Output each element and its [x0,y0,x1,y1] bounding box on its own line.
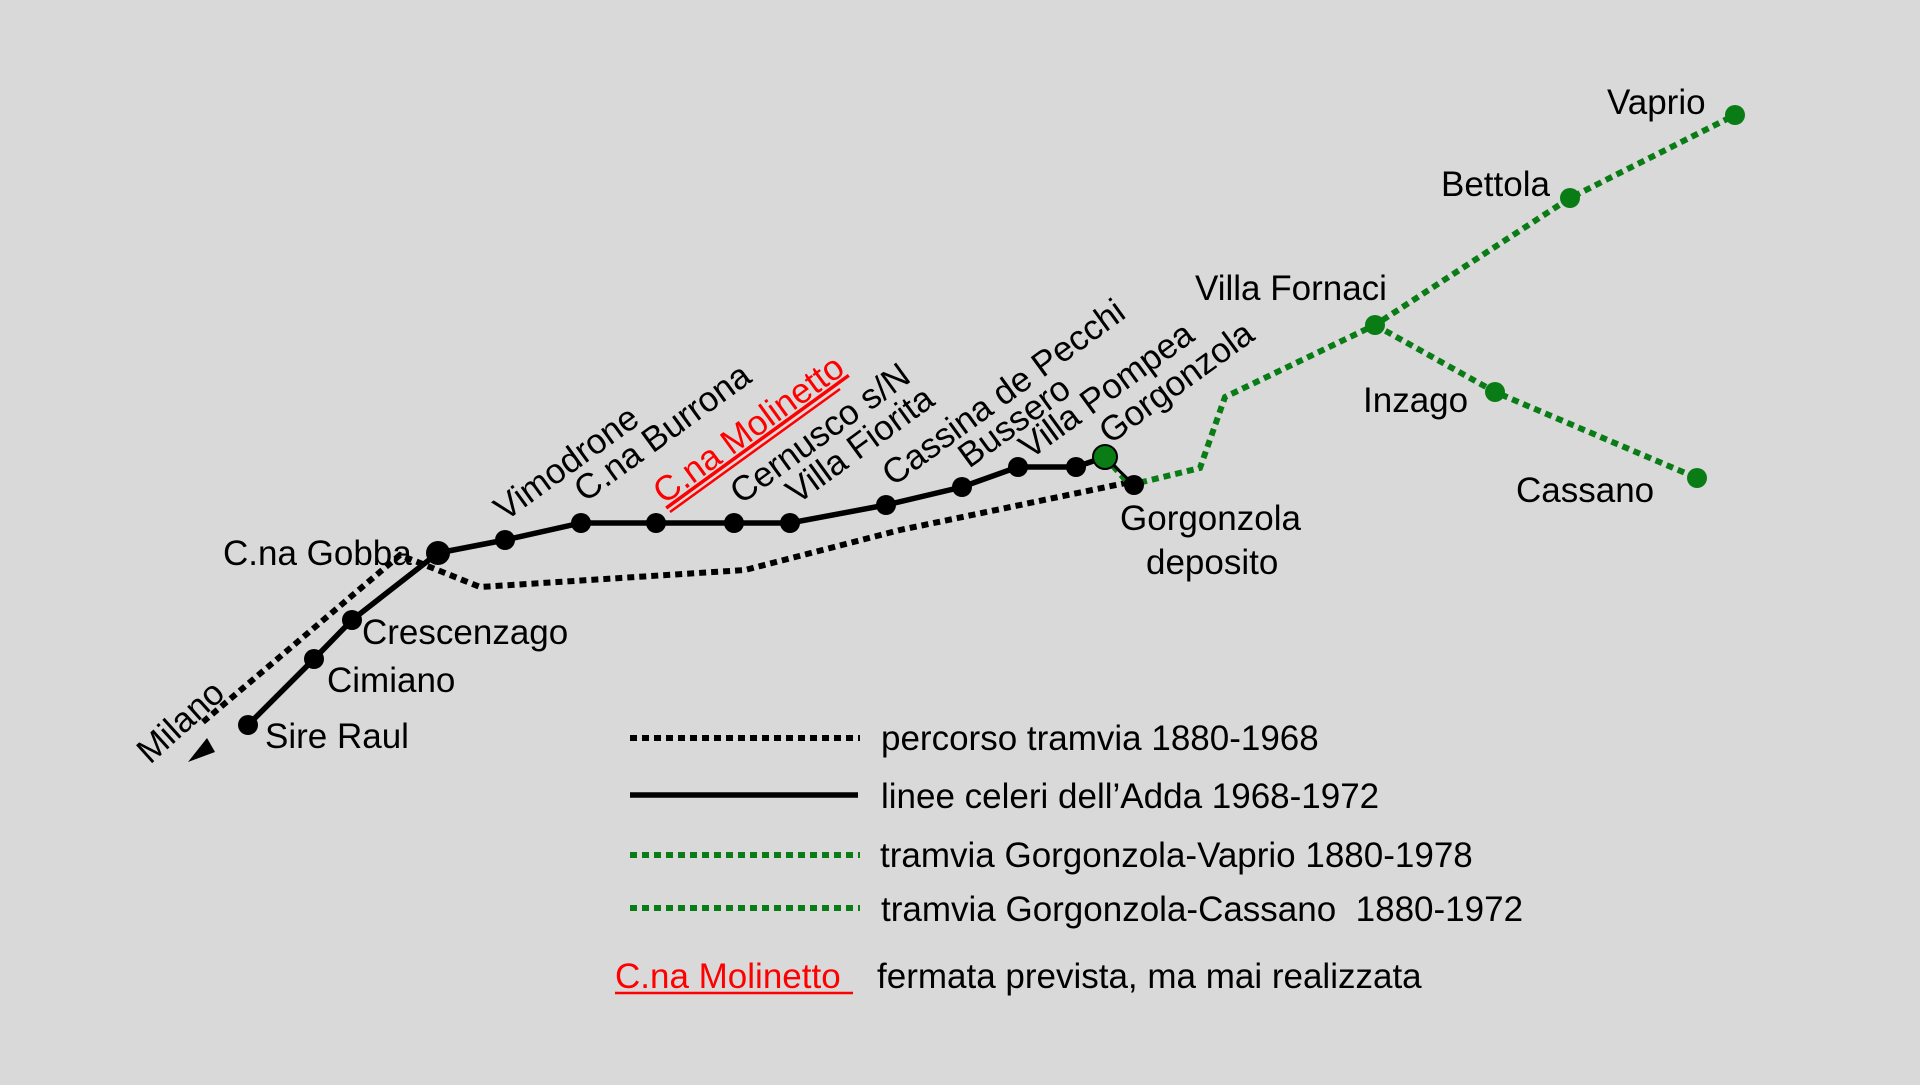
label-gorgonzola-deposito-2: deposito [1146,543,1278,582]
stop-dot-cassina-de-pecchi [876,495,896,515]
label-cimiano: Cimiano [327,661,455,700]
stop-dot-cimiano [304,649,324,669]
label-sire-raul: Sire Raul [265,717,409,756]
legend-label-gorgonzola-cassano: tramvia Gorgonzola-Cassano 1880-1972 [881,890,1523,929]
label-inzago: Inzago [1363,381,1468,420]
tramway-1880-1968-route [201,477,1141,725]
stop-dot-vaprio [1725,105,1745,125]
label-bettola: Bettola [1441,165,1550,204]
stop-dot-villa-fiorita [780,513,800,533]
stop-dot-cna-molinetto [646,513,666,533]
stop-dot-vimodrone [495,530,515,550]
stop-dot-bussero [952,477,972,497]
label-gorgonzola-deposito-1: Gorgonzola [1120,499,1301,538]
stop-dot-gorgonzola-deposito [1124,475,1144,495]
label-cassano: Cassano [1516,471,1654,510]
stop-dot-cernusco [724,513,744,533]
stop-dot-villa-pompea-1 [1008,457,1028,477]
legend-label-celeri: linee celeri dell’Adda 1968-1972 [881,777,1379,816]
stop-dot-crescenzago [342,610,362,630]
legend-planned-stop-name: C.na Molinetto [615,957,841,996]
label-vaprio: Vaprio [1607,83,1706,122]
label-cna-gobba: C.na Gobba [223,534,412,573]
legend-planned-stop-desc: fermata prevista, ma mai realizzata [877,957,1422,996]
stop-dot-cassano [1687,468,1707,488]
stop-dot-villa-pompea-2 [1066,457,1086,477]
milano-arrow-icon [188,738,215,762]
legend-label-gorgonzola-vaprio: tramvia Gorgonzola-Vaprio 1880-1978 [880,836,1473,875]
legend-label-tram-1880-1968: percorso tramvia 1880-1968 [881,719,1319,758]
stop-dot-cna-burrona [571,513,591,533]
label-crescenzago: Crescenzago [362,613,568,652]
stop-dot-gorgonzola [1092,444,1118,470]
underline-cna-molinetto [669,387,841,514]
stop-dot-sire-raul [238,715,258,735]
stop-dot-inzago [1485,382,1505,402]
label-milano: Milano [129,673,232,771]
stop-dot-villa-fornaci [1365,315,1385,335]
label-villa-fornaci: Villa Fornaci [1195,269,1387,308]
legend: percorso tramvia 1880-1968 linee celeri … [615,719,1523,996]
stop-dot-bettola [1560,188,1580,208]
stop-dot-cna-gobba [426,541,450,565]
